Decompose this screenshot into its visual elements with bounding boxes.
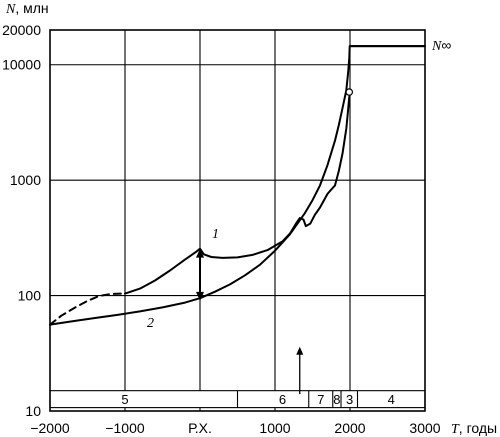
x-tick-label: 1000 — [259, 420, 290, 436]
period-label: 7 — [317, 392, 324, 407]
period-label: 3 — [346, 392, 353, 407]
asymptote-label: N∞ — [431, 37, 451, 54]
period-label: 6 — [279, 392, 286, 407]
annotations — [196, 45, 425, 395]
plot-frame — [49, 29, 426, 412]
x-axis-var: T — [451, 422, 460, 437]
y-tick-label: 1000 — [10, 172, 41, 188]
y-axis-title: N, млн — [5, 0, 49, 17]
x-axis-title: T, годы — [451, 420, 497, 437]
range-arrowhead-down — [196, 291, 204, 301]
y-tick-label: 10000 — [2, 57, 41, 73]
y-tick-label: 100 — [18, 288, 42, 304]
period-label: 8 — [333, 392, 340, 407]
y-tick-label: 20000 — [2, 22, 41, 38]
grid — [50, 30, 425, 411]
series-label-2: 2 — [147, 316, 154, 331]
x-tick-label: 3000 — [409, 420, 440, 436]
period-label: 5 — [121, 392, 128, 407]
x-tick-label: −2000 — [30, 420, 70, 436]
tick-labels: −2000 −1000 Р.Х. 1000 2000 3000 10 100 1000 10000… — [2, 22, 441, 436]
marker-point — [345, 88, 354, 96]
x-tick-label: −1000 — [105, 420, 145, 436]
x-tick-label: 2000 — [334, 420, 365, 436]
x-axis-unit: , годы — [459, 420, 497, 436]
y-axis-var: N — [5, 2, 16, 17]
series-line-1 — [49, 292, 123, 326]
range-arrowhead-up — [196, 248, 204, 258]
x-tick-label: Р.Х. — [188, 420, 212, 436]
series-group — [49, 45, 426, 326]
asymptote-symbol: ∞ — [441, 37, 451, 53]
asymptote-var: N — [431, 39, 442, 54]
period-label: 4 — [388, 392, 395, 407]
event-arrowhead — [296, 346, 304, 355]
series-label-1: 1 — [212, 227, 219, 242]
y-axis-unit: , млн — [15, 0, 48, 16]
y-tick-label: 10 — [25, 403, 41, 419]
series-line-2 — [49, 45, 426, 326]
